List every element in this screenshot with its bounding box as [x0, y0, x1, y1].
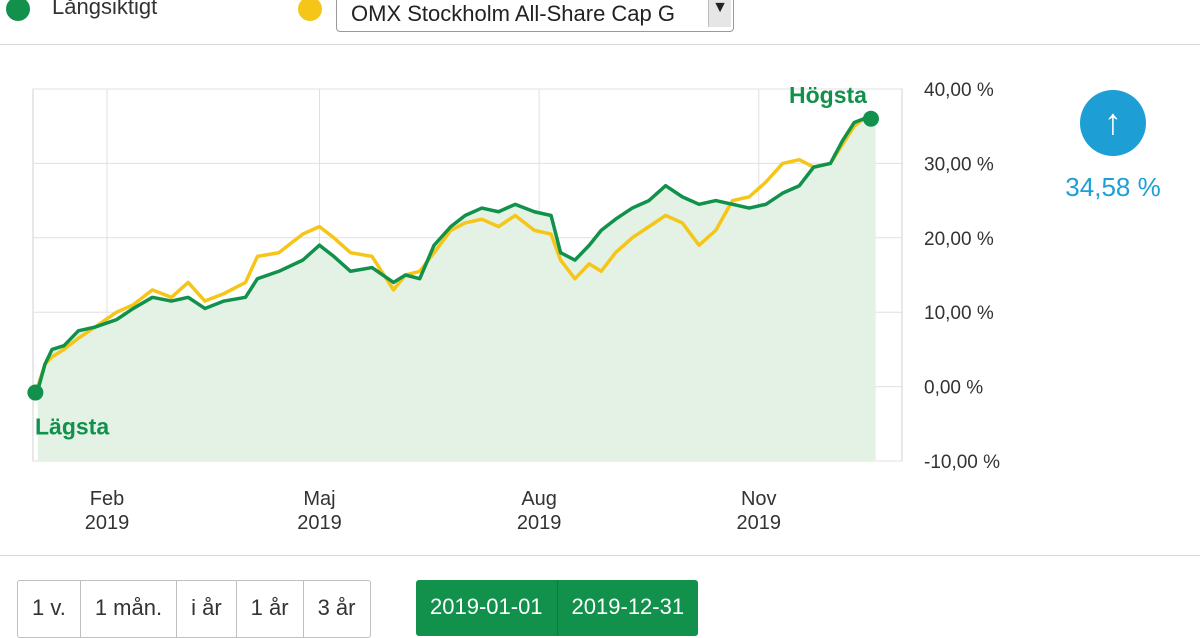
x-tick-month: Maj [303, 488, 335, 510]
x-tick-month: Aug [521, 488, 557, 510]
period-button[interactable]: i år [177, 581, 237, 637]
x-tick-year: 2019 [737, 512, 782, 534]
date-to-button[interactable]: 2019-12-31 [556, 580, 699, 636]
date-range: 2019-01-01 2019-12-31 [416, 580, 699, 636]
series-area [37, 118, 876, 461]
compare-index-select[interactable]: OMX Stockholm All-Share Cap G ▼ [336, 0, 734, 32]
change-percent: 34,58 % [1065, 172, 1161, 202]
period-button[interactable]: 3 år [317, 595, 356, 620]
legend-series-label: Långsiktigt [52, 0, 158, 19]
x-tick-month: Nov [741, 488, 777, 510]
performance-chart: -10,00 % 0,00 % 10,00 % 20,00 % 30,00 % 40,00… [27, 80, 1000, 534]
y-tick-label: 10,00 % [924, 303, 994, 324]
y-tick-label: -10,00 % [924, 452, 1000, 473]
y-tick-label: 40,00 % [924, 80, 994, 101]
arrow-up-icon: ↑ [1080, 90, 1146, 156]
compare-color-dot [298, 0, 322, 21]
x-tick-year: 2019 [517, 512, 562, 534]
period-button[interactable]: 1 mån. [81, 581, 178, 637]
section-divider [0, 555, 1200, 556]
series-line [36, 117, 877, 388]
x-tick-year: 2019 [297, 512, 342, 534]
y-tick-label: 0,00 % [924, 378, 983, 399]
chart-legend: Långsiktigt OMX Stockholm All-Share Cap … [0, 0, 1200, 45]
y-tick-label: 30,00 % [924, 154, 994, 175]
max-marker [862, 110, 879, 127]
date-from-button[interactable]: 2019-01-01 [430, 594, 543, 619]
compare-index-value: OMX Stockholm All-Share Cap G [351, 1, 676, 26]
x-tick-month: Feb [90, 488, 124, 510]
min-marker [27, 384, 44, 401]
period-button[interactable]: 1 v. [18, 581, 81, 637]
y-tick-label: 20,00 % [924, 229, 994, 250]
series-line [36, 117, 877, 391]
dropdown-arrow-icon[interactable]: ▼ [708, 0, 731, 27]
period-selector: 1 v. 1 mån. i år 1 år 3 år [17, 580, 371, 638]
x-tick-year: 2019 [85, 512, 130, 534]
series-color-dot [6, 0, 30, 21]
min-label: Lägsta [35, 414, 109, 440]
period-button[interactable]: 1 år [237, 581, 304, 637]
max-label: Högsta [789, 82, 867, 108]
